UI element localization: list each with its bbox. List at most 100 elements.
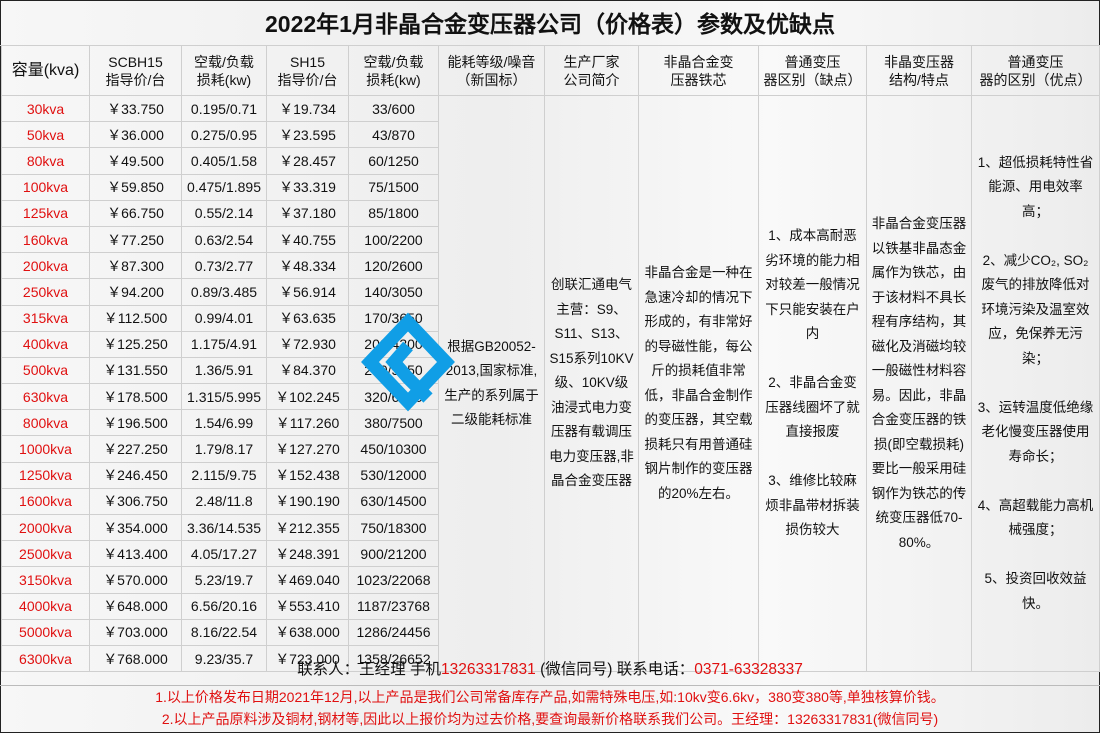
table-row: 4000kva ￥648.000 6.56/20.16 ￥553.410 1187/23… [1,592,1100,620]
sh15-price-cell: ￥48.334 [266,252,349,280]
page-title: 2022年1月非晶合金变压器公司（价格表）参数及优缺点 [0,0,1100,46]
scbh15-price-cell: ￥648.000 [89,592,182,620]
scbh15-price-cell: ￥66.750 [89,199,182,227]
scbh15-loss-cell: 1.79/8.17 [181,435,267,463]
sh15-loss-cell: 75/1500 [348,173,439,201]
scbh15-loss-cell: 2.48/11.8 [181,487,267,516]
capacity-cell: 315kva [1,304,90,332]
scbh15-loss-cell: 5.23/19.7 [181,566,267,594]
scbh15-price-cell: ￥354.000 [89,513,182,542]
column-header: 非晶变压器 结构/特点 [866,45,972,96]
scbh15-loss-cell: 0.405/1.58 [181,147,267,175]
price-table: 容量(kva) SCBH15 指导价/台 空载/负载 损耗(kw) SH15 指导价/… [1,45,1100,673]
scbh15-loss-cell: 2.115/9.75 [181,461,267,489]
sh15-price-cell: ￥638.000 [266,618,349,646]
capacity-cell: 30kva [1,94,90,123]
sh15-loss-cell: 120/2600 [348,252,439,280]
sh15-price-cell: ￥37.180 [266,199,349,227]
column-header: 生产厂家 公司简介 [544,45,639,96]
scbh15-loss-cell: 1.315/5.995 [181,383,267,411]
table-row: 200kva ￥87.300 0.73/2.77 ￥48.334 120/2600 [1,252,1100,280]
scbh15-loss-cell: 0.55/2.14 [181,199,267,227]
table-row: 6300kva ￥768.000 9.23/35.7 ￥723.000 1358/266… [1,644,1100,673]
scbh15-loss-cell: 0.99/4.01 [181,304,267,332]
scbh15-price-cell: ￥306.750 [89,487,182,516]
table-row: 800kva ￥196.500 1.54/6.99 ￥117.260 380/7500 [1,409,1100,437]
scbh15-loss-cell: 0.73/2.77 [181,252,267,280]
column-header: 空载/负载 损耗(kw) [348,45,439,96]
capacity-cell: 3150kva [1,566,90,594]
sh15-loss-cell: 200/4300 [348,330,439,358]
capacity-cell: 500kva [1,356,90,385]
sh15-price-cell: ￥723.000 [266,644,349,673]
sh15-price-cell: ￥63.635 [266,304,349,332]
scbh15-price-cell: ￥112.500 [89,304,182,332]
scbh15-price-cell: ￥570.000 [89,566,182,594]
scbh15-price-cell: ￥94.200 [89,278,182,306]
capacity-cell: 200kva [1,252,90,280]
scbh15-loss-cell: 0.275/0.95 [181,121,267,149]
scbh15-loss-cell: 9.23/35.7 [181,644,267,673]
capacity-cell: 50kva [1,121,90,149]
scbh15-loss-cell: 8.16/22.54 [181,618,267,646]
capacity-cell: 6300kva [1,644,90,673]
scbh15-price-cell: ￥36.000 [89,121,182,149]
description-energy-grade: 根据GB20052-2013,国家标准,生产的系列属于二级能耗标准 [438,94,545,673]
capacity-cell: 5000kva [1,618,90,646]
scbh15-loss-cell: 1.175/4.91 [181,330,267,358]
sh15-loss-cell: 630/14500 [348,487,439,516]
scbh15-price-cell: ￥178.500 [89,383,182,411]
sh15-loss-cell: 1358/26652 [348,644,439,673]
notes: 1.以上价格发布日期2021年12月,以上产品是我们公司常备库存产品,如需特殊电… [0,686,1100,730]
sh15-loss-cell: 450/10300 [348,435,439,463]
capacity-cell: 630kva [1,383,90,411]
capacity-cell: 80kva [1,147,90,175]
column-header: 普通变压 器的区别（优点） [971,45,1100,96]
capacity-cell: 125kva [1,199,90,227]
sh15-price-cell: ￥40.755 [266,225,349,254]
sh15-loss-cell: 1023/22068 [348,566,439,594]
table-row: 50kva ￥36.000 0.275/0.95 ￥23.595 43/870 [1,121,1100,149]
header-row: 容量(kva) SCBH15 指导价/台 空载/负载 损耗(kw) SH15 指导价/… [1,45,1100,96]
mobile-number: 13263317831 [440,661,536,678]
table-row: 1000kva ￥227.250 1.79/8.17 ￥127.270 450/1030… [1,435,1100,463]
table-row: 1600kva ￥306.750 2.48/11.8 ￥190.190 630/1450… [1,487,1100,516]
column-header: 容量(kva) [1,45,90,96]
capacity-cell: 1000kva [1,435,90,463]
table-row: 30kva ￥33.750 0.195/0.71 ￥19.734 33/600 根据GB2… [1,94,1100,673]
sh15-loss-cell: 530/12000 [348,461,439,489]
sh15-price-cell: ￥117.260 [266,409,349,437]
table-row: 1250kva ￥246.450 2.115/9.75 ￥152.438 530/120… [1,461,1100,489]
scbh15-price-cell: ￥413.400 [89,540,182,568]
sh15-loss-cell: 1286/24456 [348,618,439,646]
sh15-price-cell: ￥56.914 [266,278,349,306]
sh15-price-cell: ￥23.595 [266,121,349,149]
scbh15-loss-cell: 1.54/6.99 [181,409,267,437]
sh15-loss-cell: 320/6200 [348,383,439,411]
column-header: 普通变压 器区别（缺点） [758,45,867,96]
sh15-loss-cell: 240/5150 [348,356,439,385]
scbh15-price-cell: ￥196.500 [89,409,182,437]
column-header: SCBH15 指导价/台 [89,45,182,96]
description-disadvantages: 1、成本高耐恶劣环境的能力相对较差一般情况下只能安装在户内 2、非晶合金变压器线… [758,94,867,673]
scbh15-price-cell: ￥59.850 [89,173,182,201]
scbh15-price-cell: ￥33.750 [89,94,182,123]
phone-number: 0371-63328337 [694,661,803,678]
table-row: 3150kva ￥570.000 5.23/19.7 ￥469.040 1023/220… [1,566,1100,594]
description-core: 非晶合金是一种在急速冷却的情况下形成的，有非常好的导磁性能，每公斤的损耗值非常低… [638,94,759,673]
table-row: 315kva ￥112.500 0.99/4.01 ￥63.635 170/3650 [1,304,1100,332]
sh15-price-cell: ￥33.319 [266,173,349,201]
sh15-price-cell: ￥553.410 [266,592,349,620]
table-row: 5000kva ￥703.000 8.16/22.54 ￥638.000 1286/24… [1,618,1100,646]
contact-person: 联系人：王经理 手机 [297,661,441,678]
sh15-loss-cell: 33/600 [348,94,439,123]
scbh15-loss-cell: 0.63/2.54 [181,225,267,254]
sh15-price-cell: ￥190.190 [266,487,349,516]
scbh15-price-cell: ￥131.550 [89,356,182,385]
table-row: 160kva ￥77.250 0.63/2.54 ￥40.755 100/2200 [1,225,1100,254]
sh15-loss-cell: 85/1800 [348,199,439,227]
scbh15-loss-cell: 6.56/20.16 [181,592,267,620]
capacity-cell: 1600kva [1,487,90,516]
capacity-cell: 100kva [1,173,90,201]
contact-line: 联系人：王经理 手机13263317831 (微信同号) 联系电话：0371-6… [0,655,1100,686]
